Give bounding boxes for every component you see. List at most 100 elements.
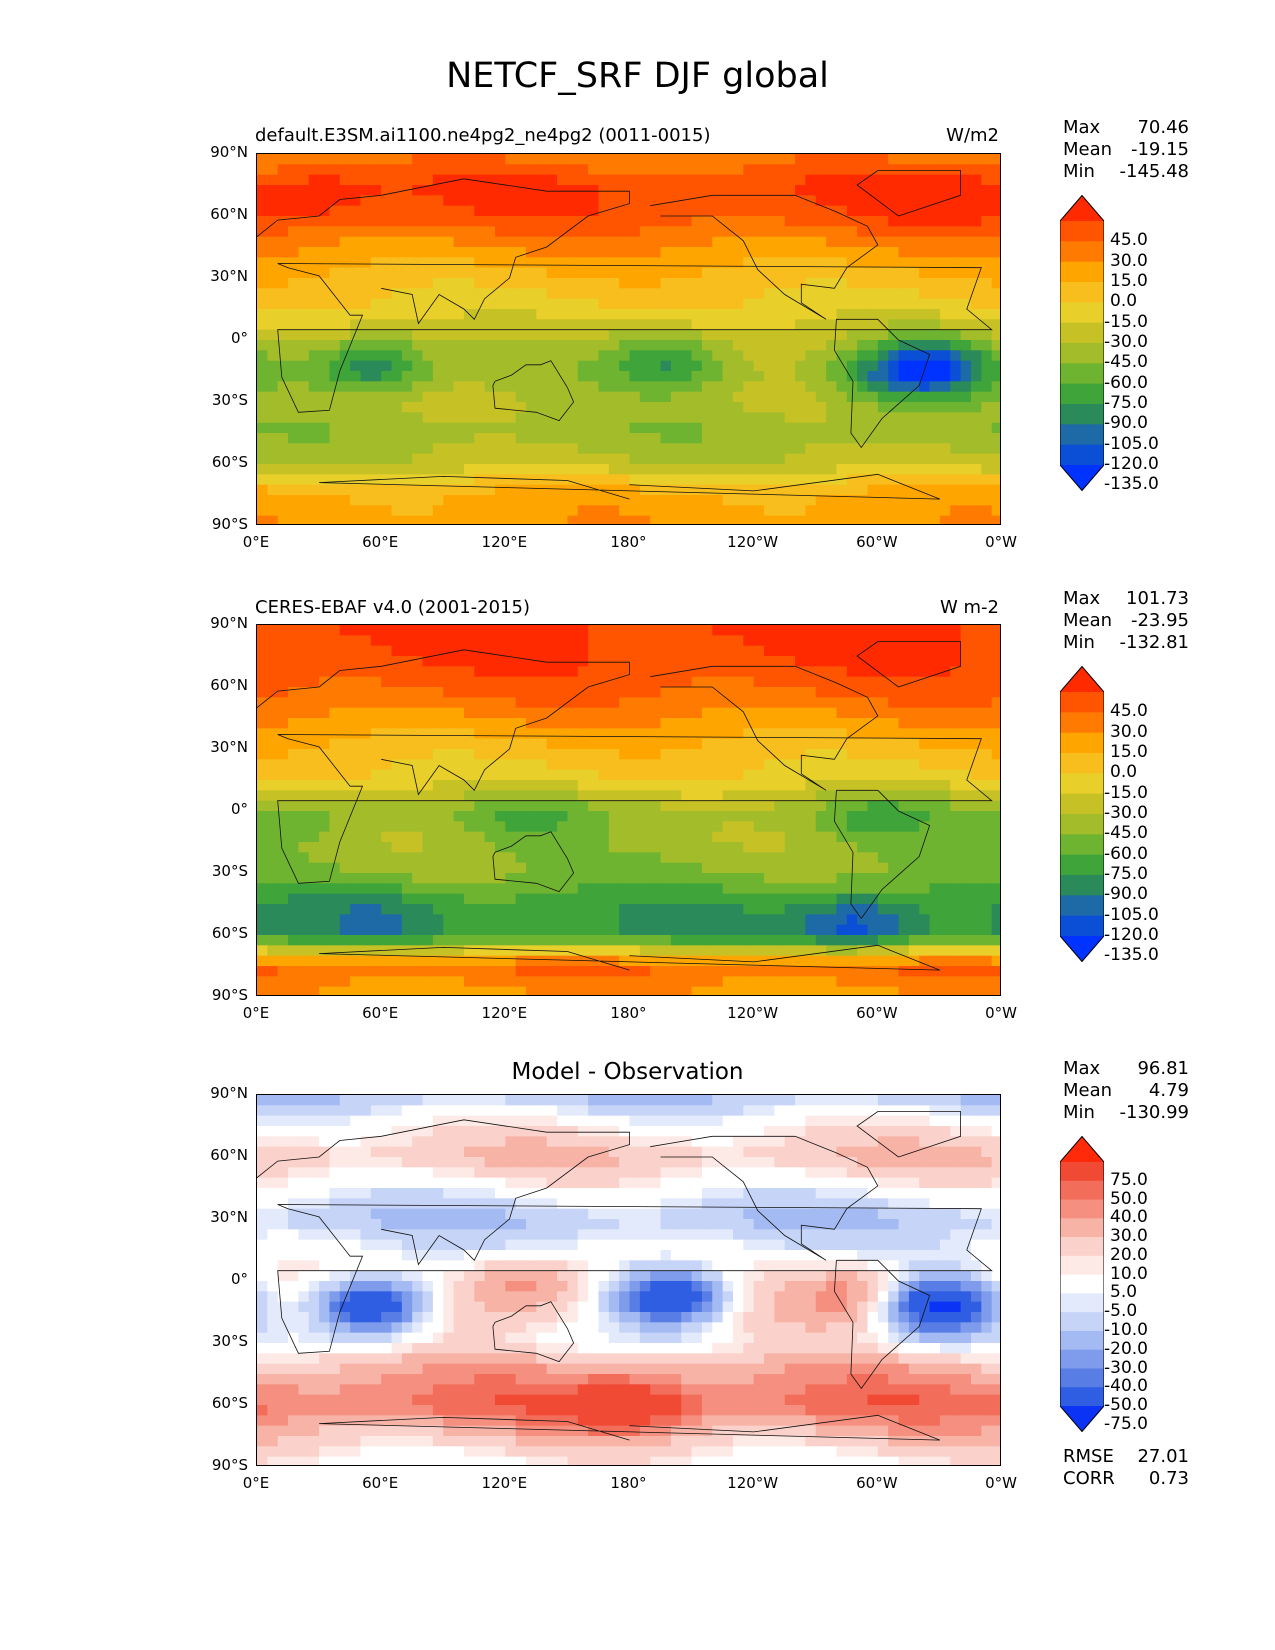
- heatmap-cell: [732, 625, 744, 636]
- heatmap-cell: [598, 329, 610, 341]
- heatmap-cell: [712, 811, 724, 822]
- heatmap-cell: [257, 257, 268, 269]
- heatmap-cell: [288, 515, 299, 524]
- heatmap-cell: [391, 205, 403, 217]
- heatmap-cell: [277, 852, 289, 864]
- heatmap-cell: [712, 329, 724, 341]
- heatmap-cell: [888, 474, 900, 486]
- heatmap-cell: [639, 687, 651, 698]
- heatmap-cell: [453, 371, 465, 382]
- heatmap-cell: [670, 687, 682, 698]
- heatmap-cell: [950, 718, 962, 729]
- heatmap-cell: [701, 236, 713, 248]
- heatmap-cell: [908, 759, 920, 771]
- heatmap-cell: [670, 164, 682, 176]
- heatmap-cell: [463, 645, 475, 657]
- heatmap-cell: [826, 914, 838, 926]
- heatmap-cell: [298, 484, 310, 496]
- heatmap-cell: [257, 205, 268, 217]
- heatmap-cell: [939, 718, 951, 729]
- heatmap-cell: [577, 350, 589, 362]
- heatmap-cell: [598, 495, 610, 506]
- heatmap-cell: [526, 288, 537, 300]
- heatmap-cell: [722, 759, 734, 771]
- heatmap-cell: [453, 842, 465, 853]
- heatmap-cell: [277, 800, 289, 812]
- heatmap-cell: [991, 790, 1000, 802]
- heatmap-cell: [298, 955, 310, 967]
- heatmap-cell: [463, 402, 475, 413]
- heatmap-cell: [339, 288, 351, 300]
- heatmap-cell: [277, 164, 289, 176]
- heatmap-cell: [857, 769, 869, 781]
- heatmap-cell: [650, 267, 662, 279]
- heatmap-cell: [298, 759, 310, 771]
- heatmap-cell: [308, 945, 320, 957]
- heatmap-cell: [908, 422, 920, 434]
- heatmap-cell: [650, 707, 662, 719]
- heatmap-cell: [732, 474, 744, 486]
- heatmap-cell: [515, 226, 527, 238]
- heatmap-cell: [929, 635, 941, 647]
- heatmap-cell: [732, 236, 744, 248]
- heatmap-cell: [339, 759, 351, 771]
- heatmap-cell: [443, 288, 455, 300]
- heatmap-cell: [484, 780, 496, 791]
- heatmap-cell: [691, 842, 703, 853]
- heatmap-cell: [939, 381, 951, 393]
- heatmap-cell: [546, 402, 558, 413]
- heatmap-cell: [453, 350, 465, 362]
- heatmap-cell: [557, 935, 569, 946]
- heatmap-cell: [443, 495, 455, 506]
- heatmap-cell: [877, 780, 889, 791]
- heatmap-cell: [929, 402, 941, 413]
- heatmap-cell: [732, 443, 744, 455]
- heatmap-cell: [991, 474, 1000, 486]
- heatmap-cell: [277, 205, 289, 217]
- heatmap-cell: [857, 718, 869, 729]
- heatmap-cell: [939, 883, 951, 895]
- heatmap-cell: [691, 371, 703, 382]
- heatmap-cell: [308, 422, 320, 434]
- heatmap-cell: [826, 738, 838, 750]
- heatmap-cell: [670, 288, 682, 300]
- heatmap-cell: [877, 759, 889, 771]
- heatmap-cell: [619, 350, 631, 362]
- heatmap-cell: [381, 205, 393, 217]
- heatmap-cell: [888, 350, 900, 362]
- heatmap-cell: [846, 154, 858, 165]
- heatmap-cell: [329, 955, 341, 967]
- heatmap-cell: [463, 687, 475, 698]
- heatmap-cell: [970, 278, 982, 289]
- heatmap-cell: [567, 687, 579, 698]
- heatmap-cell: [557, 955, 569, 967]
- heatmap-cell: [836, 402, 848, 413]
- heatmap-cell: [546, 453, 558, 465]
- heatmap-cell: [308, 298, 320, 310]
- heatmap-cell: [888, 831, 900, 843]
- heatmap-cell: [598, 738, 610, 750]
- heatmap-cell: [257, 185, 268, 196]
- heatmap-cell: [557, 443, 569, 455]
- heatmap-cell: [950, 205, 962, 217]
- heatmap-cell: [712, 185, 724, 196]
- heatmap-cell: [743, 800, 755, 812]
- heatmap-cell: [670, 422, 682, 434]
- heatmap-cell: [567, 635, 579, 647]
- heatmap-cell: [381, 402, 393, 413]
- heatmap-cell: [536, 278, 548, 289]
- heatmap-cell: [774, 309, 786, 320]
- heatmap-cell: [546, 687, 558, 698]
- heatmap-cell: [805, 656, 817, 667]
- heatmap-cell: [288, 635, 299, 647]
- heatmap-cell: [722, 495, 734, 506]
- heatmap-cell: [660, 852, 672, 864]
- heatmap-cell: [660, 381, 672, 393]
- heatmap-cell: [929, 924, 941, 936]
- heatmap-cell: [453, 309, 465, 320]
- heatmap-cell: [536, 288, 548, 300]
- heatmap-cell: [360, 515, 372, 524]
- heatmap-cell: [608, 924, 620, 936]
- heatmap-cell: [650, 391, 662, 403]
- heatmap-cell: [267, 769, 279, 781]
